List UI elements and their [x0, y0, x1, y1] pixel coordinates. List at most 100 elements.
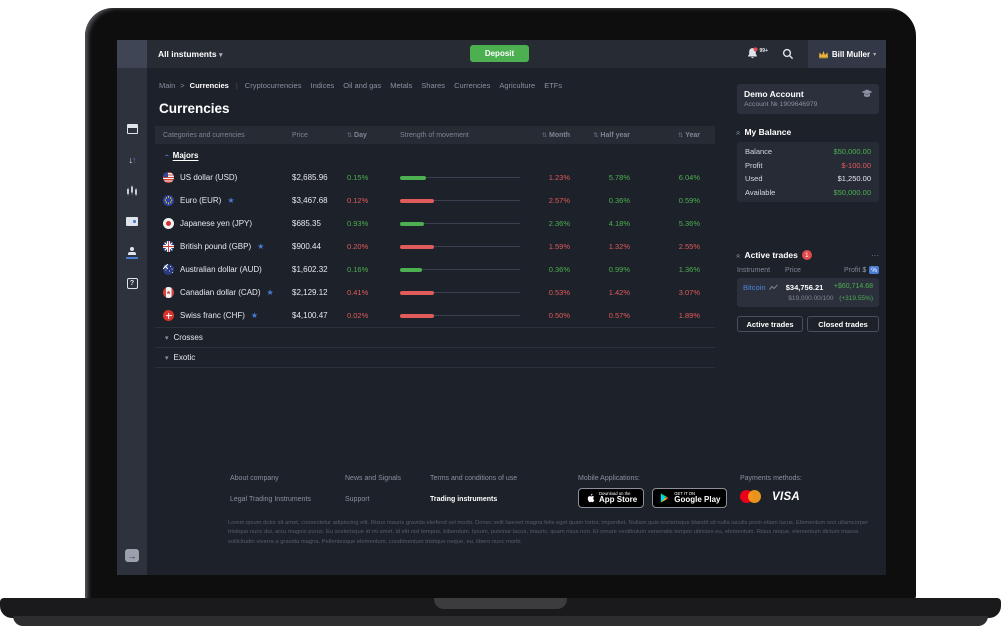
instrument-link[interactable]: Bitcoin — [743, 283, 786, 292]
search-button[interactable] — [782, 48, 794, 60]
favorite-star-icon[interactable]: ★ — [227, 196, 235, 205]
laptop-trackpad-notch — [434, 598, 567, 609]
col-half-year-sort[interactable]: ⇅ Half year — [593, 131, 630, 139]
balance-row: Balance $50,000.00 — [745, 147, 871, 156]
trades-count-badge: 1 — [801, 250, 812, 260]
sidebar-item-dashboard[interactable] — [125, 122, 139, 135]
graduation-cap-icon[interactable] — [861, 89, 873, 98]
table-row[interactable]: Canadian dollar (CAD) ★ $2,129.12 0.41% 0… — [155, 281, 715, 304]
favorite-star-icon[interactable]: ★ — [266, 288, 274, 297]
breadcrumb: Main > Currencies | Cryptocurrencies Ind… — [159, 81, 562, 90]
breadcrumb-divider: | — [235, 81, 238, 90]
footer-link-legal-instruments[interactable]: Legal Trading Instruments — [230, 496, 311, 503]
right-panel: Demo Account Account № 1909646979 « My B… — [730, 68, 886, 575]
section-crosses[interactable]: ▾ Crosses — [155, 327, 715, 347]
user-menu[interactable]: Bill Muller ▾ — [808, 40, 886, 68]
more-options-icon[interactable]: ⋯ — [871, 250, 879, 260]
section-exotic[interactable]: ▾ Exotic — [155, 347, 715, 367]
chevron-up-icon: › — [161, 153, 171, 157]
sidebar-item-wallet[interactable] — [125, 215, 139, 228]
jp-flag-icon — [163, 218, 174, 229]
googleplay-badge[interactable]: GET IT ON Google Play — [652, 488, 728, 508]
sidebar-item-trading[interactable] — [125, 184, 139, 197]
table-row[interactable]: US dollar (USD) $2,685.96 0.15% 1.23% 5.… — [155, 166, 715, 189]
table-row[interactable]: British pound (GBP) ★ $900.44 0.20% 1.59%… — [155, 235, 715, 258]
active-indicator — [126, 257, 138, 259]
arrow-right-icon: → — [127, 550, 137, 561]
active-trades-button[interactable]: Active trades — [737, 316, 803, 332]
trade-row[interactable]: Bitcoin $34,756.21 +$60,714.68 $19,000.0… — [737, 278, 879, 307]
dollar-toggle[interactable]: $ — [862, 266, 867, 274]
chevron-down-icon: ▾ — [873, 51, 877, 58]
sidebar-item-help[interactable]: ? — [125, 277, 139, 290]
footer-link-terms[interactable]: Terms and conditions of use — [430, 475, 518, 482]
notification-count: 99+ — [759, 48, 768, 54]
crown-icon — [818, 50, 828, 58]
breadcrumb-main[interactable]: Main — [159, 81, 176, 90]
collapse-icon: « — [734, 253, 744, 257]
active-trades-header[interactable]: « Active trades 1 ⋯ — [734, 250, 879, 260]
appstore-badge[interactable]: Download on the App Store — [578, 488, 645, 508]
table-row[interactable]: Swiss franc (CHF) ★ $4,100.47 0.02% 0.50%… — [155, 304, 715, 327]
favorite-star-icon[interactable]: ★ — [250, 311, 259, 320]
au-flag-icon — [163, 264, 174, 275]
strength-bar — [400, 198, 520, 203]
expand-sidebar-button[interactable]: → — [125, 549, 139, 562]
user-name: Bill Muller — [831, 49, 871, 59]
balance-row: Available $50,000.00 — [745, 187, 871, 197]
account-number: Account № 1909646979 — [744, 101, 818, 108]
sort-icon: ⇅ — [678, 132, 684, 139]
percent-toggle[interactable]: % — [869, 266, 879, 274]
tab-shares[interactable]: Shares — [421, 81, 446, 90]
candlestick-chart-icon — [127, 185, 137, 196]
apple-icon — [587, 493, 595, 503]
tab-oil-and-gas[interactable]: Oil and gas — [343, 81, 382, 90]
balance-box: Balance $50,000.00 Profit $-100.00 Used … — [737, 142, 879, 202]
instruments-dropdown[interactable]: All instuments ▾ — [158, 49, 223, 59]
profile-icon — [126, 246, 138, 259]
account-card: Demo Account Account № 1909646979 — [737, 84, 879, 114]
notifications-button[interactable]: 99+ — [747, 47, 768, 59]
sidebar-item-transfers[interactable]: ↓↑ — [125, 153, 139, 166]
laptop-bottom-edge — [13, 616, 988, 626]
tab-metals[interactable]: Metals — [390, 81, 413, 90]
tab-agriculture[interactable]: Agriculture — [499, 81, 536, 90]
footer-link-news[interactable]: News and Signals — [345, 475, 402, 482]
sort-icon: ⇅ — [593, 132, 599, 139]
google-play-icon — [661, 493, 669, 503]
footer-link-about[interactable]: About company — [230, 475, 279, 482]
tab-indices[interactable]: Indices — [310, 81, 335, 90]
balance-section-header[interactable]: « My Balance — [734, 127, 792, 137]
footer: About company Legal Trading Instruments … — [147, 475, 886, 575]
col-month-sort[interactable]: ⇅ Month — [541, 131, 570, 139]
deposit-button[interactable]: Deposit — [470, 45, 529, 62]
account-type: Demo Account — [744, 89, 804, 99]
footer-link-trading-instruments[interactable]: Trading instruments — [430, 496, 498, 503]
eu-flag-icon — [163, 195, 174, 206]
table-row[interactable]: Euro (EUR) ★ $3,467.68 0.12% 2.57% 0.36% … — [155, 189, 715, 212]
bell-icon — [747, 47, 758, 59]
table-row[interactable]: Japanese yen (JPY) $685.35 0.93% 2.36% 4… — [155, 212, 715, 235]
footer-link-support[interactable]: Support — [345, 496, 370, 503]
ca-flag-icon — [163, 287, 174, 298]
closed-trades-button[interactable]: Closed trades — [807, 316, 879, 332]
tab-etfs[interactable]: ETFs — [544, 81, 563, 90]
caret-down-icon: ▾ — [165, 354, 169, 362]
sidebar: ↓↑ ? → — [117, 40, 147, 575]
app-screen: ↓↑ ? → All instuments ▾ — [117, 40, 886, 575]
sidebar-logo-tile — [117, 40, 147, 68]
col-day-sort[interactable]: ⇅ Day — [347, 131, 367, 139]
balance-row: Used $1,250.00 — [745, 174, 871, 183]
ch-flag-icon — [163, 310, 174, 321]
tab-cryptocurrencies[interactable]: Cryptocurrencies — [244, 81, 302, 90]
favorite-star-icon[interactable]: ★ — [257, 242, 265, 251]
col-currencies: Categories and currencies — [163, 131, 245, 139]
strength-bar — [400, 221, 520, 226]
section-majors[interactable]: › Majors — [161, 150, 199, 160]
breadcrumb-separator: > — [180, 81, 185, 90]
sort-icon: ⇅ — [347, 132, 353, 139]
tab-currencies[interactable]: Currencies — [454, 81, 491, 90]
col-year-sort[interactable]: ⇅ Year — [678, 131, 700, 139]
table-row[interactable]: Australian dollar (AUD) $1,602.32 0.16% … — [155, 258, 715, 281]
sidebar-item-profile[interactable] — [125, 246, 139, 259]
